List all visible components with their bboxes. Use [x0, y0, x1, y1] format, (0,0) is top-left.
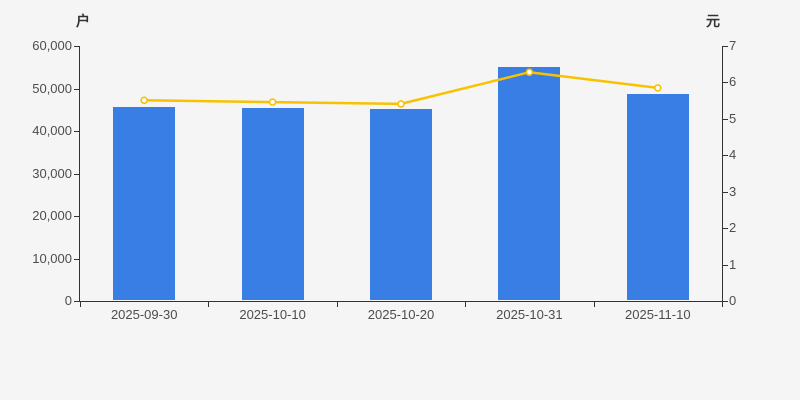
bar-2025-11-10[interactable]	[626, 93, 689, 300]
left-axis-tick-label: 30,000	[32, 166, 72, 181]
price-line-marker[interactable]	[525, 68, 534, 76]
price-line	[144, 70, 658, 106]
x-axis-tick	[208, 302, 209, 307]
right-axis-line	[722, 46, 723, 302]
left-axis-tick	[74, 216, 79, 217]
left-axis-tick-label: 50,000	[32, 81, 72, 96]
right-axis-tick	[723, 46, 728, 47]
left-axis-tick	[74, 259, 79, 260]
x-axis-category-label: 2025-09-30	[110, 307, 178, 322]
x-axis-category-label: 2025-11-10	[625, 307, 691, 322]
right-axis-tick	[723, 301, 728, 302]
bar-2025-09-30[interactable]	[113, 106, 176, 300]
left-axis-tick-label: 60,000	[32, 38, 72, 53]
x-axis-tick	[80, 302, 81, 307]
right-axis-tick-label: 3	[729, 184, 737, 199]
price-line-marker[interactable]	[140, 96, 148, 105]
x-axis-line	[79, 301, 723, 302]
right-axis-tick-label: 6	[729, 74, 737, 89]
right-axis-tick-label: 2	[729, 220, 737, 235]
right-axis-tick-label: 0	[729, 293, 737, 308]
bar-2025-10-20[interactable]	[370, 108, 432, 300]
left-axis-tick-label: 20,000	[32, 208, 72, 223]
left-axis-tick	[74, 46, 79, 47]
x-axis-category-label: 2025-10-10	[239, 307, 306, 322]
left-axis-tick	[74, 131, 79, 132]
right-axis-tick	[723, 192, 728, 193]
right-axis-tick-label: 4	[729, 147, 737, 162]
right-axis-tick-label: 1	[729, 257, 737, 272]
x-axis-tick	[722, 302, 723, 307]
x-axis-category-label: 2025-10-20	[367, 307, 435, 322]
left-axis-tick-label: 40,000	[32, 123, 72, 138]
right-axis-tick	[723, 155, 728, 156]
x-axis-tick	[465, 302, 466, 307]
left-axis-tick	[74, 301, 79, 302]
left-axis-tick-label: 10,000	[32, 251, 72, 266]
right-axis-tick	[723, 228, 728, 229]
x-axis-category-label: 2025-10-31	[496, 307, 563, 322]
right-axis-title: 元	[706, 13, 720, 29]
right-axis-tick-label: 7	[729, 38, 737, 53]
price-line-marker[interactable]	[397, 100, 405, 108]
price-line-marker[interactable]	[268, 98, 277, 106]
price-line-marker[interactable]	[653, 84, 662, 92]
bar-2025-10-10[interactable]	[241, 107, 304, 300]
left-axis-line	[79, 46, 80, 302]
left-axis-tick-label: 0	[64, 293, 72, 308]
left-axis-title: 户	[76, 13, 90, 29]
right-axis-tick	[723, 82, 728, 83]
right-axis-tick	[723, 265, 728, 266]
bar-2025-10-31[interactable]	[498, 67, 561, 300]
right-axis-tick-label: 5	[729, 111, 737, 126]
x-axis-tick	[337, 302, 338, 307]
left-axis-tick	[74, 174, 79, 175]
x-axis-tick	[594, 302, 595, 307]
left-axis-tick	[74, 89, 79, 90]
right-axis-tick	[723, 119, 728, 120]
